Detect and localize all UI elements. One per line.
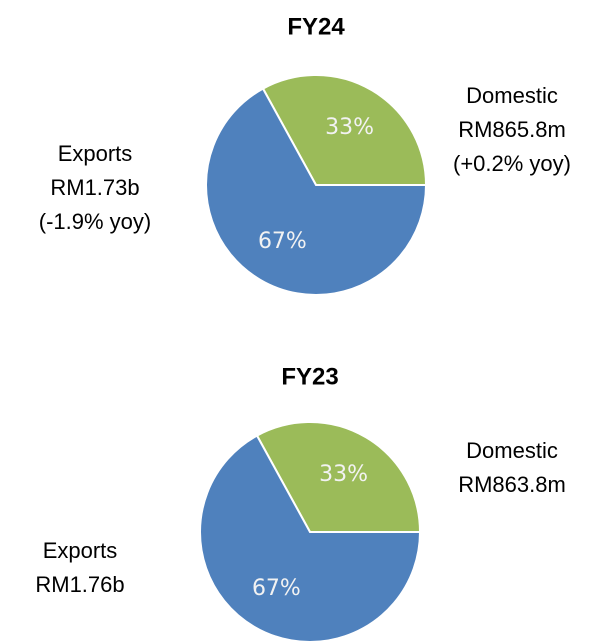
category-label: Domestic (466, 438, 558, 463)
annotation: (+0.2% yoy) (453, 151, 571, 176)
category-label: Exports (43, 538, 118, 563)
chart-title: FY24 (287, 13, 345, 40)
value-label: 67% (258, 229, 307, 254)
annotation: (-1.9% yoy) (39, 209, 151, 234)
pie-slice (261, 74, 428, 186)
annotation: RM1.76b (35, 572, 124, 597)
pie-slice (255, 421, 422, 533)
annotation: RM863.8m (458, 472, 566, 497)
category-label: Exports (58, 141, 133, 166)
value-label: 33% (325, 115, 374, 140)
annotation: RM1.73b (50, 175, 139, 200)
value-label: 33% (319, 462, 368, 487)
value-label: 67% (252, 576, 301, 601)
chart-title: FY23 (281, 363, 338, 390)
pie-slice (205, 87, 428, 296)
annotation: RM865.8m (458, 117, 566, 142)
category-label: Domestic (466, 83, 558, 108)
pie-slice (199, 434, 422, 643)
